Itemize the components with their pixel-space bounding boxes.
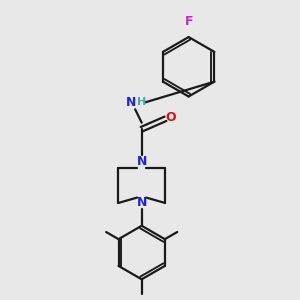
Text: H: H: [137, 98, 146, 107]
Text: F: F: [184, 15, 193, 28]
Text: O: O: [166, 111, 176, 124]
Text: N: N: [136, 155, 147, 168]
Text: N: N: [126, 96, 136, 109]
Text: N: N: [136, 196, 147, 209]
